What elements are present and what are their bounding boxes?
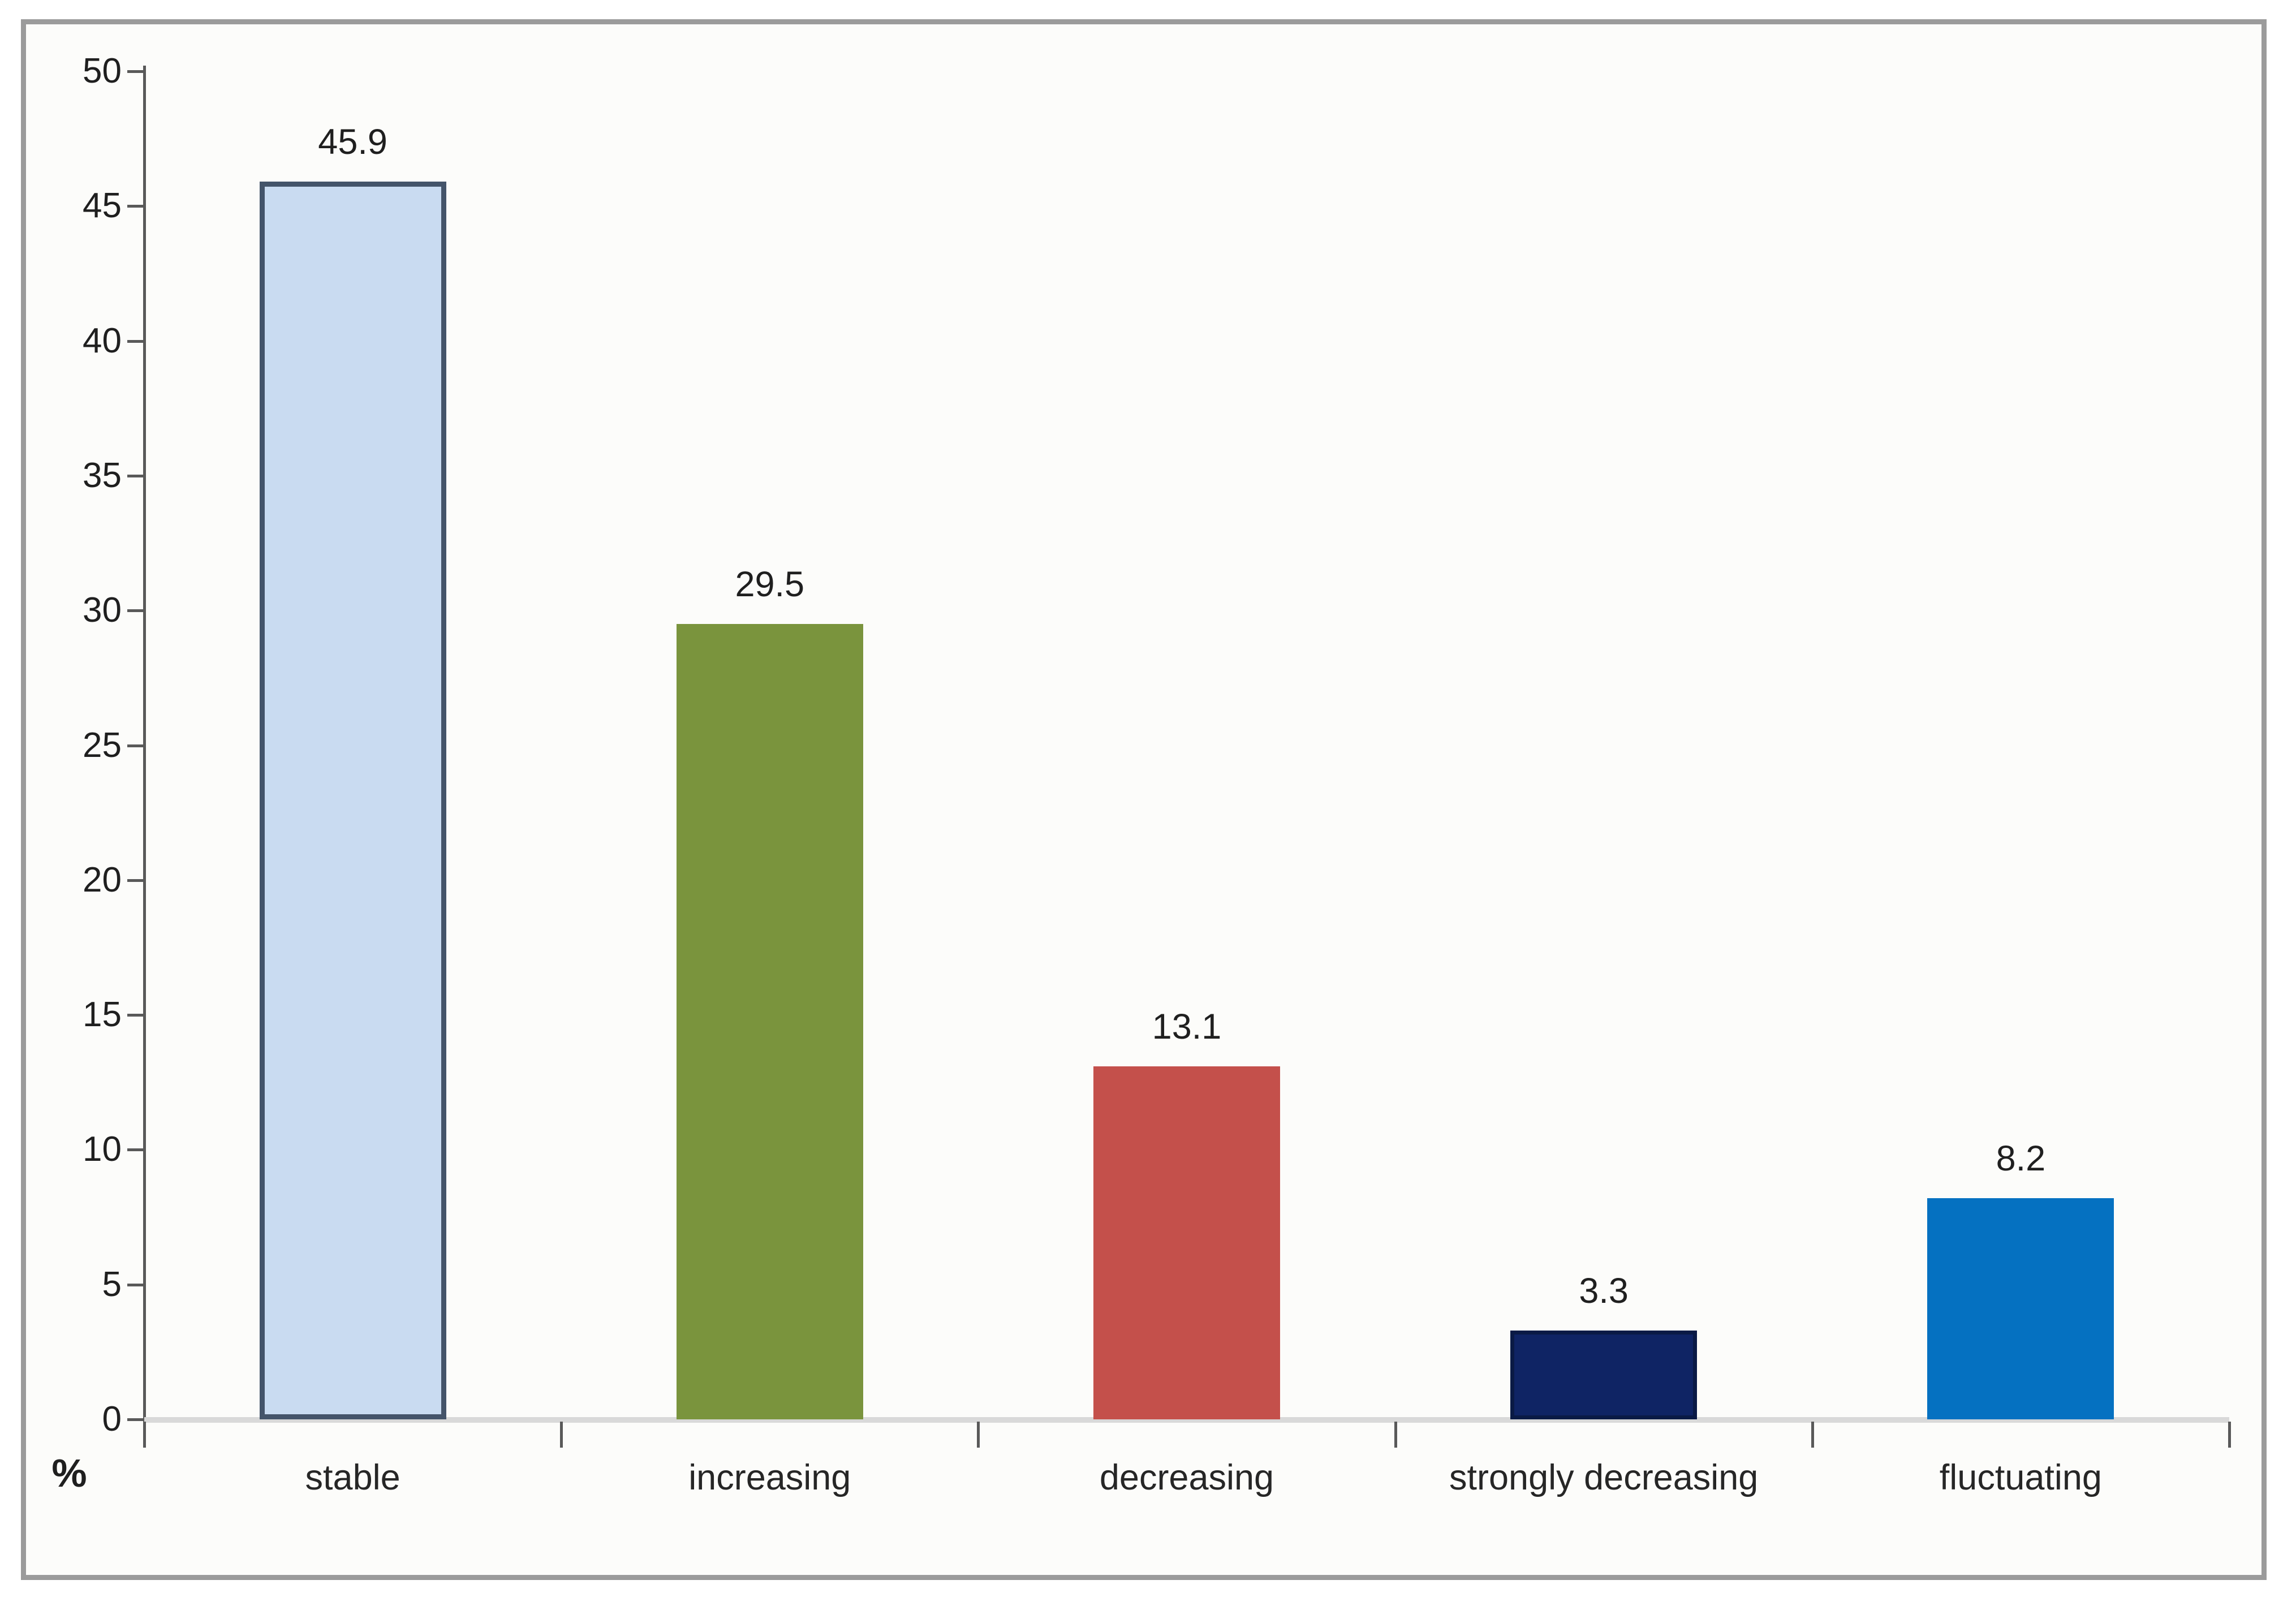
y-tick-label: 10 — [83, 1130, 122, 1169]
y-axis-tick — [127, 1283, 144, 1286]
bar-value-label: 3.3 — [1579, 1271, 1629, 1311]
y-tick-label: 20 — [83, 860, 122, 899]
bar-increasing — [676, 624, 863, 1419]
y-tick-label: 50 — [83, 51, 122, 91]
x-category-label: decreasing — [978, 1453, 1395, 1503]
x-category-label: increasing — [561, 1453, 978, 1503]
x-axis-tick — [143, 1422, 146, 1448]
y-axis-tick — [127, 70, 144, 73]
y-axis-tick — [127, 879, 144, 882]
x-axis-tick — [560, 1422, 563, 1448]
y-tick-label: 40 — [83, 321, 122, 360]
y-tick-label: 35 — [83, 455, 122, 495]
x-category-label: stable — [144, 1453, 561, 1503]
x-axis-tick — [2228, 1422, 2231, 1448]
x-axis-baseline — [144, 1417, 2229, 1423]
bar-strongly-decreasing — [1510, 1330, 1698, 1419]
y-tick-label: 15 — [83, 995, 122, 1035]
bar-decreasing — [1093, 1066, 1280, 1419]
x-category-label-text: strongly decreasing — [1449, 1458, 1759, 1497]
y-tick-label: 0 — [102, 1400, 122, 1439]
y-axis-unit-label: % — [51, 1451, 87, 1495]
bar-stable — [259, 182, 446, 1419]
x-category-label: fluctuating — [1812, 1453, 2229, 1503]
bar-fluctuating — [1927, 1198, 2114, 1419]
x-category-label-text: stable — [305, 1458, 400, 1497]
y-axis-tick — [127, 474, 144, 477]
y-axis-tick — [127, 1418, 144, 1421]
y-axis-tick — [127, 205, 144, 208]
x-category-label-text: increasing — [688, 1458, 851, 1497]
y-axis-line — [143, 66, 146, 1422]
bar-value-label: 45.9 — [318, 122, 387, 162]
y-axis-tick — [127, 339, 144, 343]
x-axis-tick — [977, 1422, 980, 1448]
bar-value-label: 13.1 — [1152, 1006, 1222, 1047]
x-category-label-text: fluctuating — [1939, 1458, 2102, 1497]
y-axis-tick — [127, 1148, 144, 1152]
y-axis-tick — [127, 1014, 144, 1017]
bar-value-label: 29.5 — [735, 565, 805, 605]
x-axis-tick — [1394, 1422, 1397, 1448]
x-axis-tick — [1811, 1422, 1814, 1448]
y-tick-label: 30 — [83, 591, 122, 630]
y-tick-label: 5 — [102, 1264, 122, 1304]
x-category-label-text: decreasing — [1099, 1458, 1274, 1497]
x-category-label: strongly decreasing — [1395, 1453, 1812, 1503]
y-axis-tick — [127, 609, 144, 613]
y-axis-tick — [127, 744, 144, 747]
bar-value-label: 8.2 — [1996, 1139, 2046, 1179]
y-tick-label: 25 — [83, 725, 122, 765]
y-tick-label: 45 — [83, 186, 122, 226]
